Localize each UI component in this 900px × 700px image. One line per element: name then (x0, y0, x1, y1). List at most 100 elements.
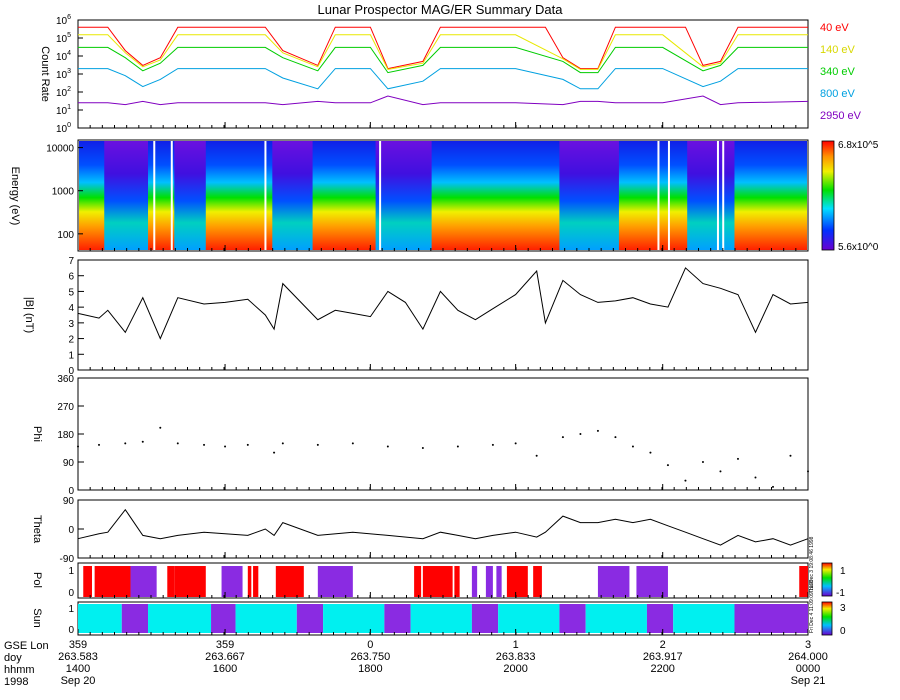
ylabel-sun: Sun (31, 608, 43, 628)
energy-ytick-label: 100 (57, 230, 74, 241)
phi-point (316, 443, 319, 446)
field-magnitude-line (77, 267, 809, 340)
field-ytick-label: 2 (68, 335, 74, 346)
phi-point (561, 436, 564, 439)
spectrogram-wake-2 (272, 141, 313, 250)
pol-segment-4 (156, 566, 166, 597)
sun-segment-15 (734, 604, 808, 633)
pol-segment-3 (130, 566, 157, 597)
ylabel-phi: Phi (31, 426, 43, 442)
band-ytick-label-0-0: 0 (68, 588, 74, 599)
spectrogram-gap-3 (379, 141, 382, 250)
phi-ytick-label: 0 (68, 486, 74, 497)
colorbar-energy-min: 5.6x10^0 (838, 242, 879, 253)
theta-ytick-label: -90 (60, 554, 75, 565)
pol-segment-5 (167, 566, 175, 597)
colorbar-energy-max: 6.8x10^5 (838, 140, 879, 151)
phi-point (246, 443, 249, 446)
pol-segment-0 (83, 566, 93, 597)
count-ytick-label: 103 (56, 68, 71, 81)
xtick-lon: 3 (805, 639, 811, 651)
colorbar-sun (821, 601, 833, 636)
phi-point (77, 445, 79, 448)
count-ytick-label: 100 (56, 122, 71, 135)
theta-ytick-label: 90 (63, 496, 75, 507)
phi-point (614, 436, 617, 439)
spectrogram-wake-5 (687, 141, 735, 250)
spectrogram-gap-6 (716, 141, 719, 250)
colorbar-pol-top: 1 (840, 566, 846, 577)
phi-point (281, 442, 284, 445)
pol-segment-7 (221, 566, 243, 597)
phi-point (98, 443, 101, 446)
sun-segment-7 (384, 604, 411, 633)
pol-segment-2 (94, 566, 131, 597)
figure-title: Lunar Prospector MAG/ER Summary Data (318, 2, 564, 17)
spectrogram-wake-4 (559, 141, 619, 250)
spectrogram-wake-1 (174, 141, 206, 250)
phi-point (736, 457, 739, 460)
phi-ytick-label: 360 (57, 374, 74, 385)
colorbar-pol-bottom: -1 (836, 588, 845, 599)
field-ytick-label: 3 (68, 319, 74, 330)
legend-140ev: 140 eV (820, 44, 856, 56)
phi-point (491, 443, 494, 446)
spectrogram-gap-1 (170, 141, 173, 250)
pol-segment-17 (496, 566, 502, 597)
xrow-label-year: 1998 (4, 676, 28, 688)
energy-ytick-label: 10000 (46, 144, 74, 155)
phi-point (141, 440, 144, 443)
xtick-doy: 264.000 (788, 651, 828, 663)
sun-segment-9 (471, 604, 499, 633)
phi-point (579, 433, 582, 435)
theta-line (77, 508, 809, 546)
xtick-hhmm: 2200 (650, 663, 674, 675)
xtick-lon: 0 (367, 639, 373, 651)
xtick-hhmm: 1800 (358, 663, 382, 675)
ylabel-pol: Pol (31, 572, 43, 588)
phi-point (386, 445, 389, 448)
xtick-doy: 263.833 (496, 651, 536, 663)
phi-ytick-label: 90 (63, 458, 75, 469)
colorbar-sun-top: 3 (840, 603, 846, 614)
field-ytick-label: 7 (68, 256, 74, 267)
count-ytick-label: 104 (56, 50, 71, 63)
field-ytick-label: 6 (68, 272, 74, 283)
field-ytick-label: 0 (68, 366, 74, 377)
band-ytick-label-1-0: 0 (68, 625, 74, 636)
colorbar-sun-bottom: 0 (840, 626, 846, 637)
phi-point (535, 454, 538, 457)
count-ytick-label: 101 (56, 104, 71, 117)
phi-point (789, 454, 792, 457)
sun-segment-12 (585, 604, 647, 633)
phi-ytick-label: 180 (57, 430, 74, 441)
pol-segment-8 (247, 566, 252, 597)
band-ytick-label-0-1: 1 (68, 566, 74, 577)
xtick-date: Sep 21 (791, 675, 826, 687)
sun-segment-1 (121, 604, 149, 633)
spectrogram-gap-4 (657, 141, 660, 250)
pol-segment-13 (422, 566, 453, 597)
phi-point (771, 485, 774, 488)
ylabel-energy: Energy (eV) (9, 167, 21, 226)
count-series-4 (78, 95, 809, 106)
count-series-2 (78, 46, 808, 74)
xtick-hhmm: 1400 (66, 663, 90, 675)
phi-point (666, 464, 669, 467)
pol-segment-23 (799, 566, 808, 597)
xtick-hhmm: 1600 (213, 663, 237, 675)
spectrogram-wake-0 (104, 141, 149, 250)
panel-count-rate-frame (77, 19, 809, 129)
count-series-1 (78, 34, 808, 70)
xrow-label-hhmm: hhmm (4, 664, 35, 676)
spectrogram-gap-5 (667, 141, 670, 250)
phi-ytick-label: 270 (57, 402, 74, 413)
pol-segment-19 (527, 566, 532, 597)
ylabel-theta: Theta (31, 515, 43, 544)
xtick-lon: 2 (660, 639, 666, 651)
pol-segment-15 (471, 566, 478, 597)
xtick-doy: 263.583 (58, 651, 98, 663)
sun-segment-0 (78, 604, 122, 633)
legend-40ev: 40 eV (820, 22, 849, 34)
